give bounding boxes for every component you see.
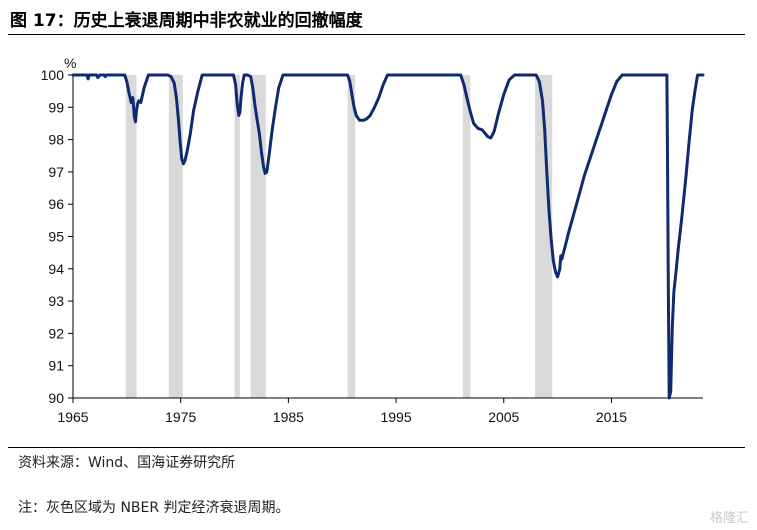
footnote: 注：灰色区域为 NBER 判定经济衰退周期。	[18, 500, 290, 516]
source-note: 资料来源：Wind、国海证券研究所	[18, 455, 236, 471]
y-tick-label-96: 96	[48, 196, 64, 212]
x-tick-label-1995: 1995	[380, 409, 411, 425]
recession-band-0	[125, 75, 137, 398]
x-tick-label-1965: 1965	[57, 409, 88, 425]
figure-title: 图 17：历史上衰退周期中非农就业的回撤幅度	[10, 11, 363, 31]
series-line-0	[71, 73, 705, 400]
source-rule	[8, 447, 745, 448]
recession-band-2	[234, 75, 240, 398]
recession-band-1	[168, 75, 183, 398]
y-tick-label-90: 90	[48, 390, 64, 406]
y-tick-label-99: 99	[48, 99, 64, 115]
title-rule	[8, 34, 745, 35]
x-tick-label-2005: 2005	[488, 409, 519, 425]
y-tick-label-93: 93	[48, 293, 64, 309]
watermark-label: 格隆汇	[709, 511, 749, 526]
y-unit-label: %	[64, 55, 76, 71]
recession-band-5	[462, 75, 471, 398]
x-tick-label-1975: 1975	[165, 409, 196, 425]
recession-bands	[125, 75, 553, 398]
tick-labels: 90 91 92 93 94 95 96 97 98 99 100% 1965 1975 1985 1995…	[41, 55, 628, 425]
y-tick-label-94: 94	[48, 261, 64, 277]
axes	[68, 74, 703, 403]
series-layer	[71, 73, 705, 400]
recession-band-4	[347, 75, 356, 398]
y-tick-label-100: 100	[41, 67, 65, 83]
x-tick-label-2015: 2015	[596, 409, 627, 425]
y-tick-label-92: 92	[48, 325, 64, 341]
recession-band-6	[535, 75, 553, 398]
y-tick-label-95: 95	[48, 229, 64, 245]
watermark-logo: 格隆汇	[710, 507, 749, 526]
chart: 90 91 92 93 94 95 96 97 98 99 100% 1965 1975 1985 1995…	[41, 55, 705, 425]
x-tick-label-1985: 1985	[273, 409, 304, 425]
y-tick-label-97: 97	[48, 164, 64, 180]
y-tick-label-98: 98	[48, 132, 64, 148]
y-tick-label-91: 91	[48, 358, 64, 374]
